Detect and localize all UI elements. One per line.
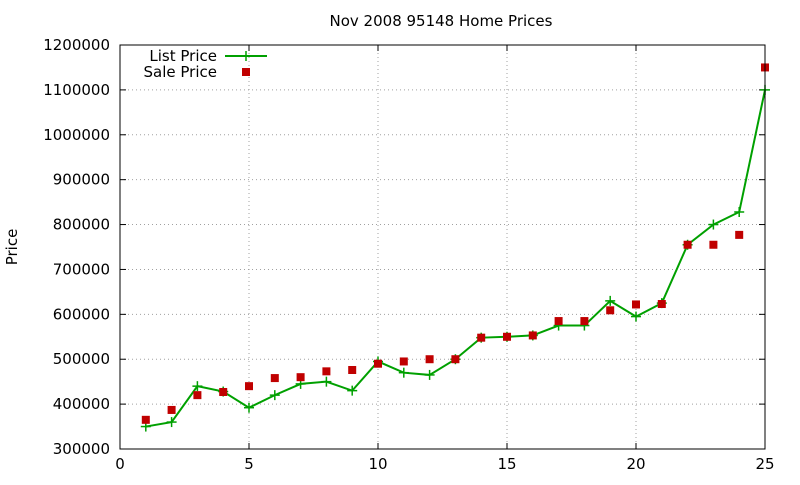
plot-frame (119, 44, 766, 450)
list-price-series (140, 84, 770, 432)
x-tick-label: 10 (368, 455, 387, 473)
list-price-point (166, 417, 177, 428)
legend-label-sale-price: Sale Price (144, 63, 217, 81)
list-price-point (192, 381, 203, 392)
sale-price-point (141, 415, 150, 424)
list-price-line (145, 89, 766, 428)
list-price-point (631, 311, 641, 322)
sale-price-point (193, 391, 202, 400)
list-price-point (605, 295, 616, 306)
list-price-point (347, 385, 358, 396)
x-tick-label: 5 (244, 455, 254, 473)
list-price-point (708, 219, 719, 230)
sale-price-point (709, 240, 718, 249)
y-tick-label: 400000 (53, 395, 110, 413)
sale-price-point (554, 317, 563, 326)
list-price-point (244, 402, 254, 413)
sale-price-point (374, 359, 382, 368)
y-tick-label: 300000 (53, 440, 110, 458)
grid (120, 45, 765, 449)
sale-price-point (399, 357, 408, 366)
sale-price-point (451, 355, 460, 364)
sale-price-point (296, 373, 305, 382)
sale-price-point (348, 365, 357, 374)
sale-price-point (632, 300, 640, 309)
sale-price-point (683, 240, 692, 249)
sale-price-point (425, 355, 434, 364)
sale-price-point (503, 332, 511, 341)
axis-ticks: 0 5 10 15 20 25 300000 400000 500000 600000 700000… (43, 36, 774, 473)
legend-label-list-price: List Price (149, 47, 217, 65)
legend-marker-list-price (241, 51, 251, 61)
sale-price-point (477, 333, 486, 342)
x-tick-label: 15 (497, 455, 516, 473)
sale-price-point (219, 387, 228, 396)
sale-price-point (245, 382, 253, 391)
sale-price-point (580, 317, 589, 326)
x-tick-label: 20 (626, 455, 645, 473)
list-price-point (398, 367, 409, 378)
sale-price-point (606, 306, 615, 315)
sale-price-point (322, 367, 331, 376)
y-tick-label: 1000000 (43, 126, 110, 144)
sale-price-point (270, 374, 279, 383)
y-tick-label: 800000 (53, 216, 110, 234)
list-price-point (269, 390, 280, 401)
data-series (140, 63, 770, 432)
x-tick-label: 0 (115, 455, 125, 473)
legend-marker-sale-price (242, 68, 250, 76)
y-tick-label: 700000 (53, 260, 110, 278)
y-tick-label: 1100000 (43, 81, 110, 99)
list-price-point (734, 206, 745, 217)
list-price-point (424, 369, 435, 380)
list-price-point (321, 376, 332, 387)
x-tick-label: 25 (755, 455, 774, 473)
sale-price-point (167, 405, 176, 414)
chart-title: Nov 2008 95148 Home Prices (330, 12, 553, 30)
y-axis-label: Price (3, 229, 21, 266)
sale-price-point (528, 331, 537, 340)
sale-price-series (141, 63, 769, 424)
sale-price-point (735, 230, 744, 239)
y-tick-label: 900000 (53, 171, 110, 189)
y-tick-label: 1200000 (43, 36, 110, 54)
sale-price-point (657, 300, 666, 309)
y-tick-label: 500000 (53, 350, 110, 368)
y-tick-label: 600000 (53, 305, 110, 323)
